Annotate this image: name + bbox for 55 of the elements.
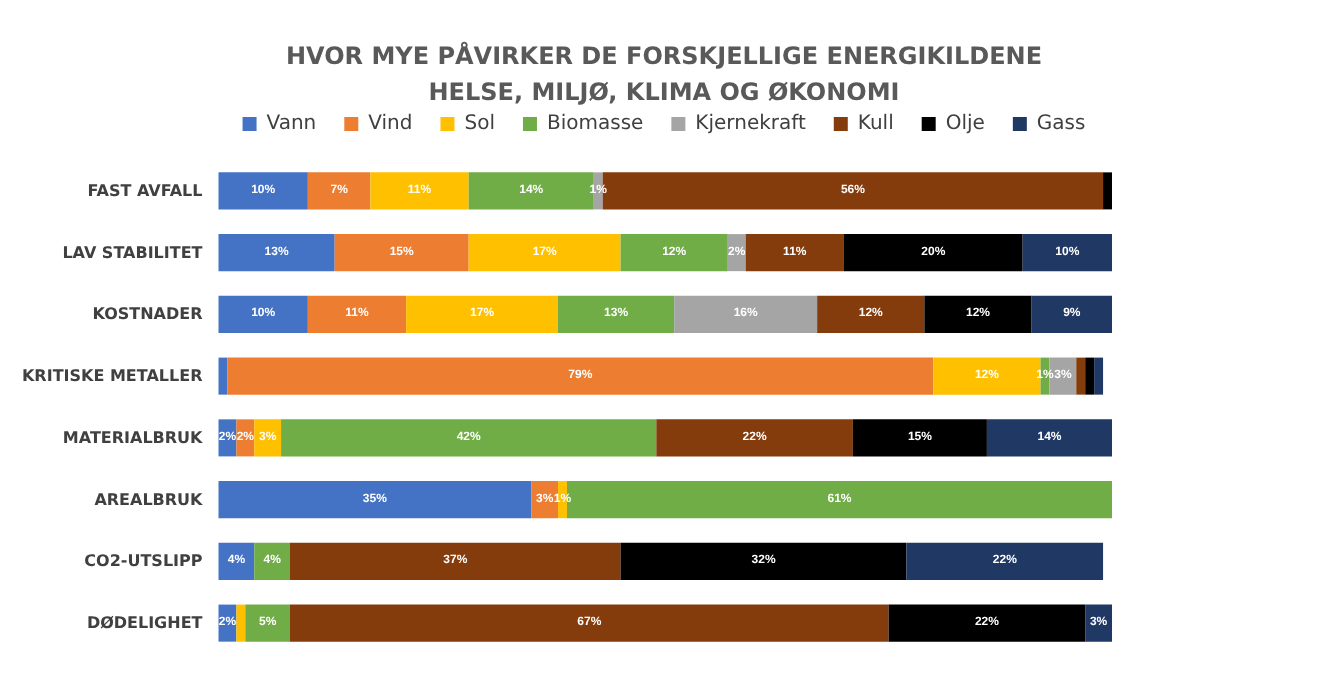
bar — [236, 604, 246, 642]
bar — [620, 542, 907, 580]
bar — [986, 419, 1112, 457]
legend-label: Sol — [464, 113, 495, 135]
bar — [843, 234, 1023, 272]
y-tick-label: AREALBRUK — [94, 490, 205, 509]
y-tick-label: FAST AVFALL — [87, 181, 203, 200]
bar — [289, 604, 889, 642]
bar — [745, 234, 844, 272]
y-tick-label: KOSTNADER — [92, 305, 203, 324]
bar — [406, 295, 559, 333]
legend-label: Gass — [1036, 113, 1086, 135]
bar — [1076, 357, 1086, 395]
bar — [218, 234, 335, 272]
y-tick-label: LAV STABILITET — [62, 243, 204, 262]
bar — [218, 295, 308, 333]
legend-label: Kull — [857, 113, 894, 135]
bar — [370, 172, 469, 210]
bar — [924, 295, 1032, 333]
bar — [817, 295, 925, 333]
bar — [245, 604, 290, 642]
y-tick-label: KRITISKE METALLER — [21, 367, 203, 386]
bar — [656, 419, 853, 457]
bar — [674, 295, 818, 333]
y-tick-label: DØDELIGHET — [86, 614, 204, 633]
legend-label: Vann — [266, 113, 317, 135]
bar — [254, 542, 290, 580]
bar — [218, 172, 308, 210]
bar — [933, 357, 1041, 395]
bar — [1103, 172, 1112, 210]
bar — [468, 234, 621, 272]
bar — [307, 172, 371, 210]
bar — [558, 295, 675, 333]
bar — [1094, 357, 1104, 395]
bar — [468, 172, 594, 210]
bar — [1022, 234, 1112, 272]
y-tick-label: MATERIALBRUK — [62, 428, 205, 447]
legend-label: Biomasse — [546, 113, 644, 135]
y-tick-label: CO2-UTSLIPP — [84, 552, 203, 571]
bar — [852, 419, 987, 457]
bar — [289, 542, 621, 580]
bar — [1031, 295, 1112, 333]
legend-label: Kjernekraft — [695, 113, 806, 135]
bar — [218, 481, 532, 519]
bar — [307, 295, 407, 333]
bar — [1085, 357, 1095, 395]
bar — [227, 357, 934, 395]
legend-label: Olje — [945, 113, 985, 135]
bar — [334, 234, 469, 272]
legend-label: Vind — [368, 113, 413, 135]
bar — [281, 419, 657, 457]
bar — [888, 604, 1086, 642]
bar — [906, 542, 1104, 580]
bar — [620, 234, 728, 272]
chart-title: HVOR MYE PÅVIRKER DE FORSKJELLIGE ENERGIKILDENE HELSE, MILJØ, KLIMA OG ØKONOMI — [285, 40, 1043, 106]
